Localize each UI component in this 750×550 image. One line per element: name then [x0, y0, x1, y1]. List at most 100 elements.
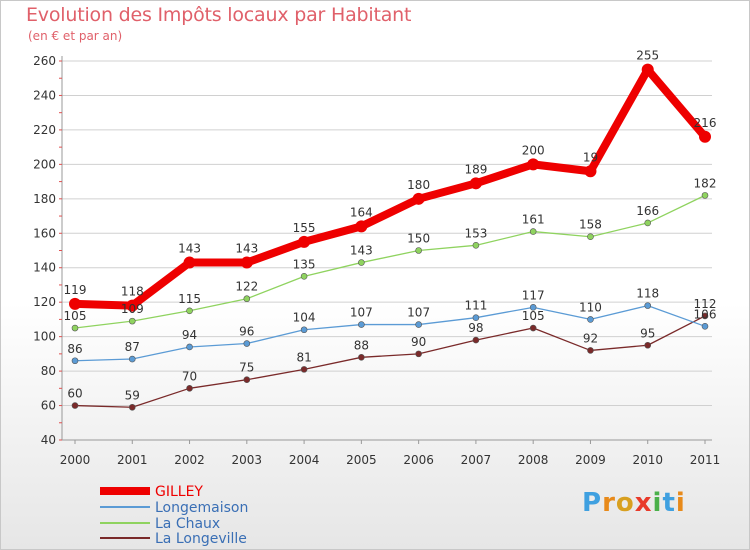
- data-label: 112: [694, 297, 717, 311]
- data-point: [529, 324, 537, 332]
- data-point: [587, 316, 594, 323]
- chart-title: Evolution des Impôts locaux par Habitant: [26, 4, 412, 26]
- data-label: 92: [583, 331, 598, 345]
- y-tick-label: 40: [41, 433, 56, 447]
- logo-letter: x: [634, 488, 653, 518]
- data-label: 161: [522, 213, 545, 227]
- data-label: 143: [235, 242, 258, 256]
- data-label: 182: [694, 176, 717, 190]
- y-tick-label: 160: [33, 226, 56, 240]
- data-label: 216: [694, 116, 717, 130]
- data-point: [71, 402, 79, 409]
- data-point: [126, 299, 139, 312]
- data-point: [641, 63, 654, 76]
- data-point: [472, 314, 480, 321]
- legend-label: La Longeville: [155, 531, 247, 547]
- data-label: 98: [468, 321, 483, 335]
- logo-letter: i: [652, 488, 663, 518]
- data-point: [186, 385, 193, 392]
- data-point: [300, 326, 308, 334]
- series-line-la-chaux: [74, 194, 706, 329]
- data-point: [128, 403, 136, 411]
- data-label: 70: [182, 369, 197, 383]
- data-point: [587, 233, 594, 241]
- data-point: [358, 354, 365, 361]
- data-label: 59: [125, 388, 140, 402]
- data-label: 104: [293, 311, 316, 325]
- data-label: 107: [407, 306, 430, 320]
- data-point: [300, 366, 308, 373]
- data-label: 255: [636, 49, 659, 63]
- logo-letter: i: [675, 488, 686, 518]
- data-point: [415, 321, 422, 328]
- data-point: [243, 340, 251, 347]
- data-label: 106: [694, 307, 717, 321]
- x-tick-label: 2008: [518, 453, 549, 467]
- data-label: 110: [579, 300, 602, 314]
- data-label: 81: [296, 350, 311, 364]
- series-line-gilley: [71, 65, 709, 310]
- data-label: 95: [640, 326, 655, 340]
- data-point: [240, 256, 253, 269]
- data-point: [415, 350, 422, 358]
- data-point: [69, 297, 81, 310]
- data-point: [469, 177, 482, 190]
- data-label: 189: [464, 162, 487, 176]
- data-point: [355, 220, 368, 233]
- data-label: 94: [182, 328, 197, 342]
- data-label: 115: [178, 292, 201, 306]
- data-label: 155: [293, 221, 316, 235]
- y-tick-label: 180: [33, 192, 56, 206]
- legend-label: La Chaux: [155, 516, 220, 532]
- data-label: 122: [235, 280, 258, 294]
- data-label: 150: [407, 232, 430, 246]
- data-point: [472, 242, 480, 249]
- y-tick-label: 80: [41, 364, 56, 378]
- data-point: [71, 324, 79, 332]
- x-tick-label: 2006: [403, 453, 434, 467]
- data-label: 117: [522, 288, 545, 302]
- data-point: [529, 228, 537, 235]
- data-point: [243, 295, 251, 303]
- data-point: [415, 247, 422, 254]
- data-label: 118: [121, 285, 144, 299]
- data-point: [186, 307, 193, 315]
- x-tick-label: 2009: [575, 453, 606, 467]
- data-label: 86: [67, 342, 82, 356]
- y-tick-label: 240: [33, 88, 56, 102]
- x-tick-label: 2005: [346, 453, 377, 467]
- y-tick-label: 260: [33, 54, 56, 68]
- data-label: 111: [464, 299, 487, 313]
- data-point: [128, 355, 136, 363]
- data-label: 158: [579, 218, 602, 232]
- data-point: [701, 192, 709, 199]
- data-label: 105: [522, 309, 545, 323]
- x-tick-label: 2010: [632, 453, 663, 467]
- data-point: [701, 322, 709, 330]
- data-point: [699, 130, 711, 143]
- y-tick-label: 200: [33, 157, 56, 171]
- data-label: 109: [121, 302, 144, 316]
- legend-label: Longemaison: [155, 500, 248, 516]
- logo-letter: t: [662, 488, 676, 518]
- data-point: [644, 341, 652, 349]
- data-point: [298, 235, 311, 248]
- data-point: [644, 302, 652, 309]
- data-point: [527, 158, 540, 171]
- data-label: 200: [522, 143, 545, 157]
- logo-letter: P: [582, 488, 603, 518]
- y-tick-label: 140: [33, 261, 56, 275]
- data-label: 96: [239, 325, 254, 339]
- data-point: [186, 343, 193, 351]
- x-tick-label: 2000: [60, 453, 91, 467]
- x-tick-label: 2011: [690, 453, 721, 467]
- data-label: 153: [464, 226, 487, 240]
- data-label: 105: [64, 309, 87, 323]
- data-point: [412, 192, 425, 205]
- data-label: 166: [636, 204, 659, 218]
- data-point: [472, 336, 480, 344]
- data-point: [584, 165, 597, 178]
- data-label: 19: [583, 150, 598, 164]
- logo-letter: o: [615, 488, 635, 518]
